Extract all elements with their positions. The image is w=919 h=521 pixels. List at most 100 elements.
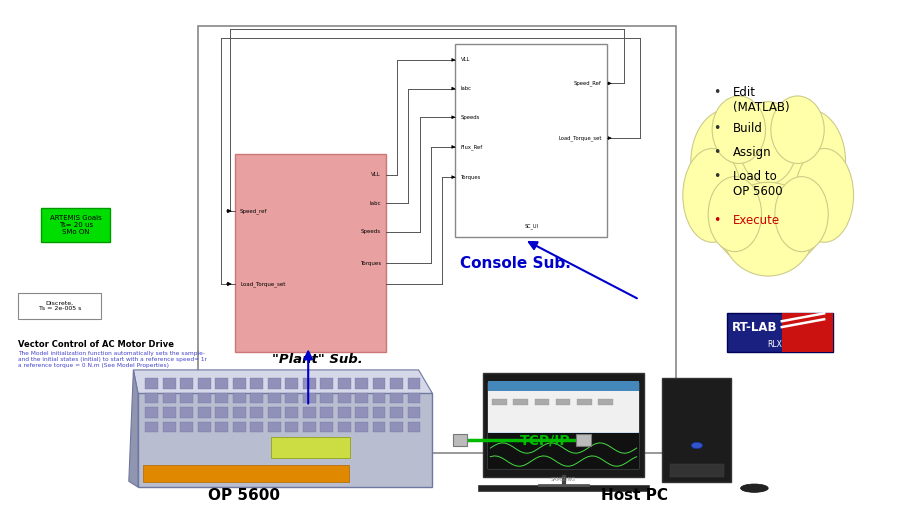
FancyBboxPatch shape	[407, 407, 420, 418]
FancyBboxPatch shape	[320, 422, 333, 432]
FancyBboxPatch shape	[163, 393, 176, 403]
FancyBboxPatch shape	[390, 407, 403, 418]
Text: •: •	[712, 122, 720, 135]
Text: OP 5600: OP 5600	[208, 488, 279, 503]
FancyBboxPatch shape	[390, 422, 403, 432]
Text: •: •	[712, 86, 720, 99]
Text: SAMSUNG: SAMSUNG	[550, 477, 575, 482]
Text: ARTEMIS Goals
Ts= 20 us
SMo ON: ARTEMIS Goals Ts= 20 us SMo ON	[50, 215, 102, 235]
FancyBboxPatch shape	[726, 313, 832, 352]
FancyBboxPatch shape	[407, 393, 420, 403]
FancyBboxPatch shape	[669, 464, 723, 477]
FancyBboxPatch shape	[452, 434, 467, 446]
Text: RT-LAB: RT-LAB	[732, 321, 777, 334]
Text: Iabc: Iabc	[460, 86, 471, 91]
FancyBboxPatch shape	[302, 422, 315, 432]
FancyBboxPatch shape	[513, 399, 528, 405]
FancyBboxPatch shape	[163, 378, 176, 389]
FancyBboxPatch shape	[337, 393, 350, 403]
Text: Speeds: Speeds	[460, 115, 480, 120]
FancyBboxPatch shape	[180, 393, 193, 403]
FancyBboxPatch shape	[233, 393, 245, 403]
Text: Load to
OP 5600: Load to OP 5600	[732, 170, 782, 198]
Text: Execute: Execute	[732, 214, 779, 227]
FancyBboxPatch shape	[492, 399, 506, 405]
FancyBboxPatch shape	[487, 391, 639, 432]
FancyBboxPatch shape	[390, 393, 403, 403]
FancyBboxPatch shape	[355, 422, 368, 432]
FancyBboxPatch shape	[285, 378, 298, 389]
FancyBboxPatch shape	[487, 433, 639, 469]
FancyBboxPatch shape	[145, 378, 158, 389]
FancyBboxPatch shape	[478, 485, 648, 491]
FancyBboxPatch shape	[145, 407, 158, 418]
FancyBboxPatch shape	[285, 422, 298, 432]
Ellipse shape	[770, 109, 845, 214]
Text: Speed_ref: Speed_ref	[240, 208, 267, 214]
FancyBboxPatch shape	[267, 378, 280, 389]
Text: VLL: VLL	[370, 172, 380, 177]
FancyBboxPatch shape	[390, 378, 403, 389]
Ellipse shape	[682, 148, 741, 242]
FancyBboxPatch shape	[372, 407, 385, 418]
FancyBboxPatch shape	[163, 407, 176, 418]
FancyBboxPatch shape	[534, 399, 549, 405]
FancyBboxPatch shape	[180, 422, 193, 432]
Text: Assign: Assign	[732, 146, 771, 159]
Text: Flux_Ref: Flux_Ref	[460, 144, 482, 150]
FancyBboxPatch shape	[337, 422, 350, 432]
FancyBboxPatch shape	[372, 378, 385, 389]
FancyBboxPatch shape	[198, 393, 210, 403]
Text: Load_Torque_set: Load_Torque_set	[558, 135, 601, 141]
FancyBboxPatch shape	[18, 293, 101, 319]
Ellipse shape	[774, 177, 827, 252]
Ellipse shape	[690, 109, 765, 214]
FancyBboxPatch shape	[372, 393, 385, 403]
FancyBboxPatch shape	[271, 437, 349, 458]
FancyBboxPatch shape	[233, 407, 245, 418]
FancyBboxPatch shape	[355, 407, 368, 418]
Text: SC_UI: SC_UI	[524, 224, 538, 229]
Text: Build: Build	[732, 122, 762, 135]
FancyBboxPatch shape	[576, 399, 591, 405]
FancyBboxPatch shape	[662, 378, 731, 482]
FancyBboxPatch shape	[320, 378, 333, 389]
FancyBboxPatch shape	[234, 154, 386, 352]
FancyBboxPatch shape	[320, 407, 333, 418]
Ellipse shape	[708, 177, 761, 252]
FancyBboxPatch shape	[355, 393, 368, 403]
Ellipse shape	[720, 182, 814, 276]
Text: Load_Torque_set: Load_Torque_set	[240, 281, 285, 287]
FancyBboxPatch shape	[320, 393, 333, 403]
Text: Host PC: Host PC	[601, 488, 667, 503]
Ellipse shape	[738, 102, 797, 184]
FancyBboxPatch shape	[145, 393, 158, 403]
FancyBboxPatch shape	[198, 378, 210, 389]
FancyBboxPatch shape	[233, 378, 245, 389]
Ellipse shape	[770, 96, 823, 164]
Text: Iabc: Iabc	[369, 201, 380, 206]
FancyBboxPatch shape	[407, 422, 420, 432]
FancyBboxPatch shape	[337, 378, 350, 389]
FancyBboxPatch shape	[198, 407, 210, 418]
FancyBboxPatch shape	[285, 393, 298, 403]
Text: The Model initialization function automatically sets the sample-
and the initial: The Model initialization function automa…	[18, 351, 207, 368]
FancyBboxPatch shape	[250, 378, 263, 389]
FancyBboxPatch shape	[267, 407, 280, 418]
Circle shape	[691, 442, 702, 449]
Polygon shape	[781, 313, 832, 352]
Polygon shape	[129, 370, 138, 487]
FancyBboxPatch shape	[215, 393, 228, 403]
Ellipse shape	[740, 484, 767, 492]
FancyBboxPatch shape	[575, 434, 590, 446]
FancyBboxPatch shape	[267, 422, 280, 432]
FancyBboxPatch shape	[372, 422, 385, 432]
Text: Console Sub.: Console Sub.	[460, 256, 571, 271]
Text: Speeds: Speeds	[360, 229, 380, 234]
Ellipse shape	[703, 120, 832, 270]
Text: Edit
(MATLAB): Edit (MATLAB)	[732, 86, 789, 114]
FancyBboxPatch shape	[250, 422, 263, 432]
FancyBboxPatch shape	[198, 422, 210, 432]
FancyBboxPatch shape	[302, 378, 315, 389]
FancyBboxPatch shape	[180, 407, 193, 418]
